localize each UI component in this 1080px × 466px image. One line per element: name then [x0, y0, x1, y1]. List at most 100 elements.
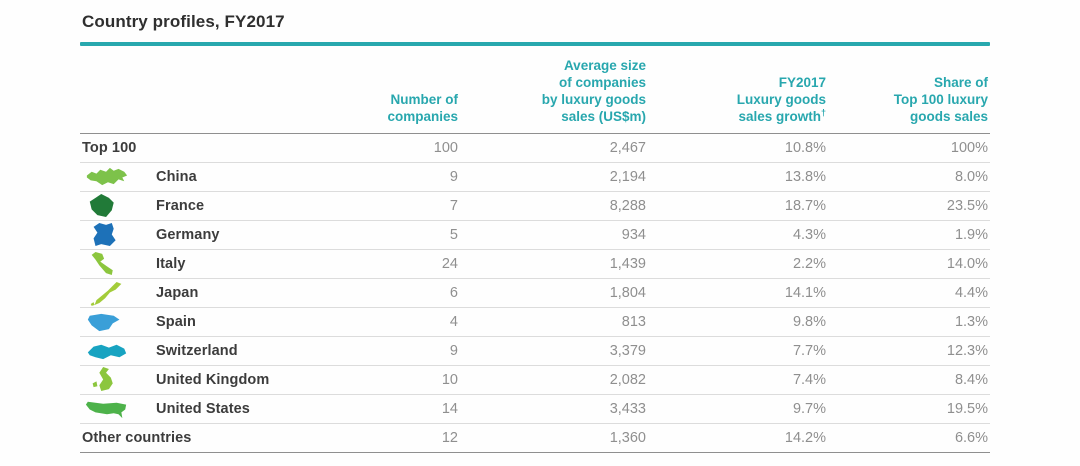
country-name: China: [156, 168, 197, 185]
value-cell: 13.8%: [648, 162, 828, 192]
value-cell: 7.7%: [648, 336, 828, 366]
value-cell: 12: [340, 423, 460, 453]
table-row: Top 100 100 2,467 10.8% 100%: [80, 133, 990, 163]
row-label-cell: Italy: [80, 249, 340, 279]
column-header: Average size of companies by luxury good…: [460, 46, 648, 134]
row-label-cell: France: [80, 191, 340, 221]
country-name: Top 100: [82, 139, 137, 156]
value-cell: 18.7%: [648, 191, 828, 221]
value-cell: 2,082: [460, 365, 648, 395]
value-cell: 813: [460, 307, 648, 337]
germany-map-icon: [84, 221, 132, 248]
value-cell: 1,360: [460, 423, 648, 453]
country-name: United States: [156, 400, 250, 417]
row-label: China: [80, 163, 340, 191]
value-cell: 6: [340, 278, 460, 308]
table-row: Japan 6 1,804 14.1% 4.4%: [80, 278, 990, 308]
row-label-cell: United Kingdom: [80, 365, 340, 395]
value-cell: 10.8%: [648, 133, 828, 163]
value-cell: 4.3%: [648, 220, 828, 250]
column-header-label: FY2017 Luxury goods sales growth: [736, 74, 826, 124]
value-cell: 2,467: [460, 133, 648, 163]
value-cell: 24: [340, 249, 460, 279]
country-name: Spain: [156, 313, 196, 330]
table-row: China 9 2,194 13.8% 8.0%: [80, 162, 990, 192]
country-name: Japan: [156, 284, 199, 301]
row-label-cell: Switzerland: [80, 336, 340, 366]
value-cell: 3,379: [460, 336, 648, 366]
table-row: Switzerland 9 3,379 7.7% 12.3%: [80, 336, 990, 366]
row-label-cell: Spain: [80, 307, 340, 337]
spain-map-icon: [84, 308, 132, 335]
column-header-country: [80, 46, 340, 134]
value-cell: 1.9%: [828, 220, 990, 250]
value-cell: 14.1%: [648, 278, 828, 308]
row-label: United States: [80, 395, 340, 423]
title-rule: [80, 42, 990, 46]
value-cell: 934: [460, 220, 648, 250]
header-row: Number of companies Average size of compa…: [80, 46, 990, 134]
table-row: Germany 5 934 4.3% 1.9%: [80, 220, 990, 250]
value-cell: 2,194: [460, 162, 648, 192]
table-row: Other countries 12 1,360 14.2% 6.6%: [80, 423, 990, 453]
row-label: Italy: [80, 250, 340, 278]
country-name: United Kingdom: [156, 371, 270, 388]
page-title: Country profiles, FY2017: [82, 12, 285, 31]
value-cell: 8.0%: [828, 162, 990, 192]
table-row: United Kingdom 10 2,082 7.4% 8.4%: [80, 365, 990, 395]
footnote-marker: †: [820, 107, 826, 118]
table-header: Number of companies Average size of compa…: [80, 46, 990, 134]
row-label-cell: Other countries: [80, 423, 340, 453]
country-name: Germany: [156, 226, 220, 243]
row-label-cell: Top 100: [80, 133, 340, 163]
column-header: Number of companies: [340, 46, 460, 134]
united-states-map-icon: [84, 395, 132, 422]
row-label: United Kingdom: [80, 366, 340, 394]
value-cell: 14.0%: [828, 249, 990, 279]
value-cell: 23.5%: [828, 191, 990, 221]
value-cell: 100%: [828, 133, 990, 163]
column-header-label: Share of Top 100 luxury goods sales: [893, 74, 988, 124]
table-body: Top 100 100 2,467 10.8% 100% China 9 2,194 13.8%…: [80, 133, 990, 453]
table-row: United States 14 3,433 9.7% 19.5%: [80, 394, 990, 424]
country-profiles-table: Number of companies Average size of compa…: [80, 46, 990, 453]
value-cell: 1.3%: [828, 307, 990, 337]
italy-map-icon: [84, 250, 132, 277]
table-row: France 7 8,288 18.7% 23.5%: [80, 191, 990, 221]
row-label: France: [80, 192, 340, 220]
value-cell: 12.3%: [828, 336, 990, 366]
value-cell: 19.5%: [828, 394, 990, 424]
value-cell: 14.2%: [648, 423, 828, 453]
value-cell: 9: [340, 162, 460, 192]
value-cell: 3,433: [460, 394, 648, 424]
row-label-cell: United States: [80, 394, 340, 424]
row-label: Switzerland: [80, 337, 340, 365]
value-cell: 9.7%: [648, 394, 828, 424]
value-cell: 6.6%: [828, 423, 990, 453]
value-cell: 100: [340, 133, 460, 163]
value-cell: 9: [340, 336, 460, 366]
united-kingdom-map-icon: [84, 366, 132, 393]
value-cell: 9.8%: [648, 307, 828, 337]
value-cell: 7.4%: [648, 365, 828, 395]
row-label: Spain: [80, 308, 340, 336]
value-cell: 4: [340, 307, 460, 337]
column-header-label: Average size of companies by luxury good…: [541, 58, 646, 124]
value-cell: 14: [340, 394, 460, 424]
row-label-cell: Germany: [80, 220, 340, 250]
switzerland-map-icon: [84, 337, 132, 364]
country-name: France: [156, 197, 205, 214]
china-map-icon: [84, 163, 132, 190]
row-label: Top 100: [80, 134, 340, 162]
table-row: Italy 24 1,439 2.2% 14.0%: [80, 249, 990, 279]
country-name: Switzerland: [156, 342, 238, 359]
row-label: Japan: [80, 279, 340, 307]
value-cell: 8,288: [460, 191, 648, 221]
row-label-cell: Japan: [80, 278, 340, 308]
value-cell: 8.4%: [828, 365, 990, 395]
france-map-icon: [84, 192, 132, 219]
column-header-label: Number of companies: [387, 91, 458, 124]
row-label-cell: China: [80, 162, 340, 192]
table-row: Spain 4 813 9.8% 1.3%: [80, 307, 990, 337]
